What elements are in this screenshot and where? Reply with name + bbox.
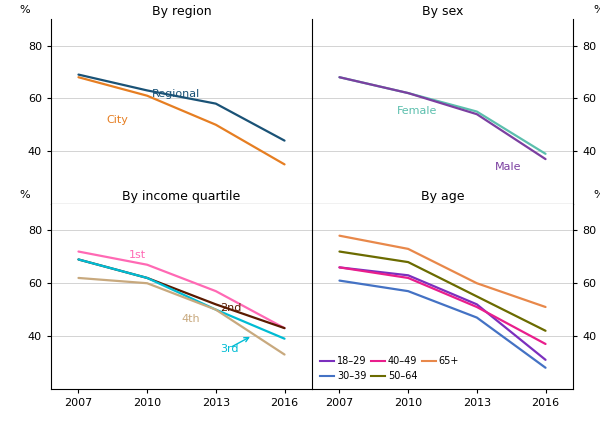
Text: Female: Female bbox=[397, 106, 437, 116]
Text: %: % bbox=[20, 6, 30, 15]
Text: 3rd: 3rd bbox=[220, 344, 239, 354]
Title: By age: By age bbox=[421, 190, 464, 203]
Title: By income quartile: By income quartile bbox=[122, 190, 241, 203]
Text: Regional: Regional bbox=[152, 89, 200, 99]
Text: 1st: 1st bbox=[129, 250, 146, 260]
Text: %: % bbox=[594, 190, 600, 200]
Title: By region: By region bbox=[152, 5, 211, 18]
Legend: 18–29, 30–39, 40–49, 50–64, 65+: 18–29, 30–39, 40–49, 50–64, 65+ bbox=[319, 355, 460, 382]
Title: By sex: By sex bbox=[422, 5, 463, 18]
Text: %: % bbox=[594, 6, 600, 15]
Text: 4th: 4th bbox=[182, 314, 200, 323]
Text: City: City bbox=[106, 116, 128, 125]
Text: %: % bbox=[20, 190, 30, 200]
Text: Male: Male bbox=[495, 162, 521, 172]
Text: 2nd: 2nd bbox=[220, 303, 242, 313]
